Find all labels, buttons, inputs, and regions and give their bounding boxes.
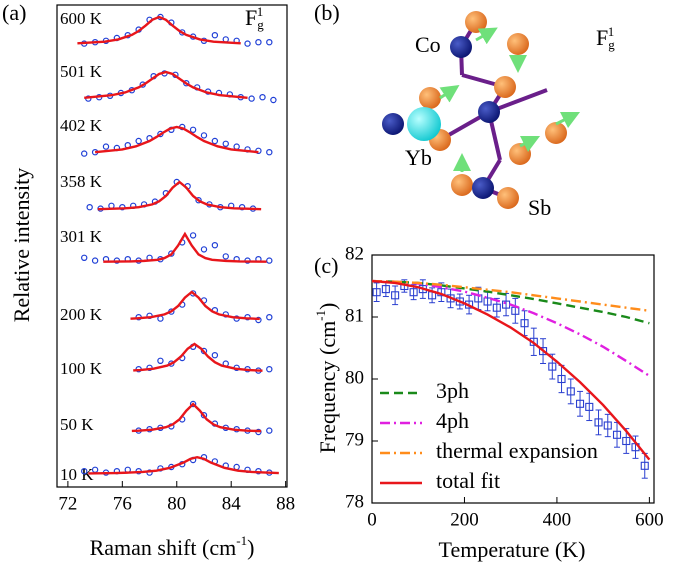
mode-sup: 1: [257, 4, 264, 19]
x-axis-label: Temperature (K): [439, 537, 586, 562]
x-tick-label: 76: [113, 493, 132, 514]
data-point: [267, 315, 272, 320]
data-point: [212, 243, 217, 248]
data-point: [267, 40, 272, 45]
data-point: [93, 258, 98, 263]
mode: F: [245, 5, 257, 30]
x-tick-label: 200: [450, 509, 479, 530]
data-point: [212, 138, 217, 143]
mode-sup: 1: [608, 24, 615, 39]
data-point: [260, 95, 265, 100]
fit-curve: [103, 234, 266, 262]
y-axis-label: Relative intensity: [9, 168, 34, 323]
atom-label: Sb: [528, 195, 551, 220]
temperature-label: 100 K: [60, 359, 103, 378]
temperature-label: 358 K: [60, 172, 103, 191]
data-point: [190, 233, 195, 238]
data-point: [267, 258, 272, 263]
y-axis-label: Frequency (cm-1): [313, 303, 340, 454]
fit-curve: [133, 344, 262, 371]
x-tick-label: 0: [367, 509, 377, 530]
data-point: [271, 97, 276, 102]
temperature-label: 600 K: [60, 9, 103, 28]
data-point: [256, 40, 261, 45]
temperature-label: 501 K: [60, 62, 103, 81]
data-point: [212, 353, 217, 358]
data-point: [87, 205, 92, 210]
atoms: [382, 11, 567, 209]
data-point: [267, 150, 272, 155]
data-point: [82, 151, 87, 156]
legend-label: total fit: [436, 468, 500, 493]
atom-label: Co: [415, 32, 441, 57]
figure: (a) Fg1 Relative intensity Raman shift (…: [0, 0, 689, 570]
mode-sub: g: [257, 17, 264, 32]
data-point: [201, 133, 206, 138]
mode-label: Fg1: [596, 24, 615, 52]
panel-label: (a): [2, 0, 26, 25]
x-tick-label: 72: [58, 493, 77, 514]
temperature-label: 301 K: [60, 227, 103, 246]
x-label-end: ): [247, 535, 254, 560]
fit-curve: [130, 292, 259, 319]
fit-curve: [88, 457, 279, 473]
y-tick-label: 78: [345, 491, 364, 512]
y-tick-label: 82: [345, 243, 364, 264]
data-point: [190, 127, 195, 132]
x-tick-label: 80: [167, 493, 186, 514]
x-tick-label: 84: [222, 493, 242, 514]
x-label-sup: -1: [236, 533, 247, 548]
y-label-text: Frequency (cm: [315, 321, 340, 454]
legend-label: 3ph: [436, 378, 469, 403]
x-tick-label: 88: [276, 493, 295, 514]
x-tick-label: 400: [543, 509, 572, 530]
data-point: [234, 144, 239, 149]
data-point: [223, 254, 228, 259]
legend-label: thermal expansion: [436, 438, 598, 463]
temperature-label: 200 K: [60, 305, 103, 324]
mode-label: Fg1: [245, 4, 264, 32]
mode-sub: g: [608, 37, 615, 52]
data-point: [267, 428, 272, 433]
data-point: [103, 144, 108, 149]
panel-label: (c): [314, 253, 338, 278]
x-tick-label: 600: [635, 509, 664, 530]
panel-label: (b): [314, 0, 340, 25]
atom-label: Yb: [405, 145, 432, 170]
data-point: [245, 41, 250, 46]
mode: F: [596, 25, 608, 50]
data-point: [223, 141, 228, 146]
data-point: [158, 358, 163, 363]
data-point: [136, 138, 141, 143]
y-tick-label: 79: [345, 429, 364, 450]
y-label-end: ): [315, 303, 340, 310]
data-point: [267, 367, 272, 372]
data-point: [201, 247, 206, 252]
data-point: [82, 255, 87, 260]
data-point: [212, 33, 217, 38]
y-label-sup: -1: [313, 310, 328, 321]
y-tick-label: 80: [345, 367, 364, 388]
x-axis-label: Raman shift (cm-1): [90, 533, 255, 560]
y-tick-label: 81: [345, 305, 364, 326]
temperature-label: 402 K: [60, 116, 103, 135]
legend-label: 4ph: [436, 408, 469, 433]
x-label-text: Raman shift (cm: [90, 535, 237, 560]
temperature-label: 50 K: [60, 415, 94, 434]
data-point: [249, 96, 254, 101]
